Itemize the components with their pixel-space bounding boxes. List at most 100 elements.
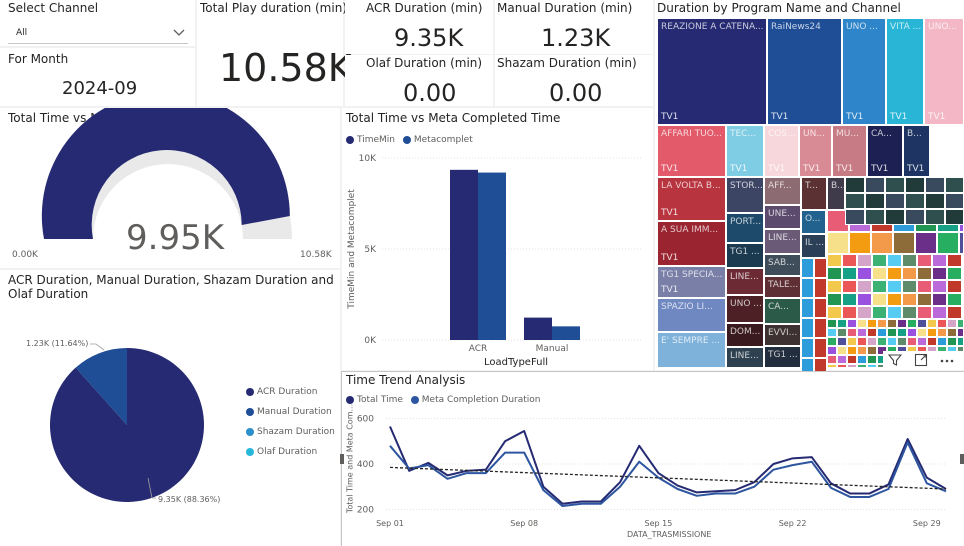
- treemap-tile[interactable]: CA...: [764, 298, 801, 324]
- trend-line-total-time[interactable]: [389, 426, 947, 505]
- treemap-small-tile[interactable]: [867, 364, 877, 368]
- treemap-small-tile[interactable]: [857, 355, 867, 364]
- treemap-small-tile[interactable]: [867, 355, 877, 364]
- treemap-small-tile[interactable]: [872, 254, 887, 267]
- treemap-tile[interactable]: AFF...: [764, 177, 801, 205]
- treemap-small-tile[interactable]: [871, 232, 893, 254]
- treemap-small-tile[interactable]: [917, 337, 927, 346]
- treemap-tile[interactable]: TG1 ...: [726, 243, 764, 268]
- treemap-tile[interactable]: PORT...: [726, 213, 764, 243]
- treemap-small-tile[interactable]: [945, 209, 964, 225]
- treemap-tile[interactable]: COS... TV1: [764, 125, 799, 177]
- pie-slice-acr[interactable]: [50, 348, 205, 502]
- treemap-tile[interactable]: UNO ...: [726, 295, 764, 323]
- treemap-small-tile[interactable]: [917, 319, 927, 328]
- treemap-small-tile[interactable]: [887, 280, 902, 293]
- treemap-small-tile[interactable]: [915, 232, 937, 254]
- treemap-small-tile[interactable]: [907, 319, 917, 328]
- treemap-small-tile[interactable]: [897, 337, 907, 346]
- treemap-small-tile[interactable]: [885, 209, 905, 225]
- treemap-small-tile[interactable]: [877, 319, 887, 328]
- treemap-tile[interactable]: MU... TV1: [832, 125, 867, 177]
- treemap-tile[interactable]: LINE...: [764, 229, 801, 254]
- treemap-small-tile[interactable]: [842, 254, 857, 267]
- filter-icon[interactable]: [888, 353, 902, 367]
- treemap-tile[interactable]: TG1 ...: [764, 346, 801, 368]
- treemap-small-tile[interactable]: [847, 337, 857, 346]
- legend-item-manual[interactable]: Manual Duration: [246, 407, 335, 427]
- treemap-small-tile[interactable]: [905, 193, 925, 209]
- treemap-small-tile[interactable]: [885, 193, 905, 209]
- treemap-small-tile[interactable]: [947, 337, 957, 346]
- treemap-small-tile[interactable]: [872, 306, 887, 319]
- treemap-small-tile[interactable]: [842, 280, 857, 293]
- treemap-small-tile[interactable]: [887, 267, 902, 280]
- treemap-small-tile[interactable]: [947, 267, 962, 280]
- treemap-small-tile[interactable]: [849, 232, 871, 254]
- treemap-small-tile[interactable]: [865, 209, 885, 225]
- treemap-small-tile[interactable]: [872, 293, 887, 306]
- treemap-tile[interactable]: LINE...: [726, 268, 764, 295]
- treemap-small-tile[interactable]: [927, 328, 937, 337]
- treemap-small-tile[interactable]: [937, 232, 959, 254]
- treemap-small-tile[interactable]: [905, 177, 925, 193]
- treemap-small-tile[interactable]: [925, 193, 945, 209]
- legend-item-acr[interactable]: ACR Duration: [246, 387, 335, 407]
- treemap-tile[interactable]: UN... TV1: [799, 125, 832, 177]
- treemap-small-tile[interactable]: [937, 319, 947, 328]
- treemap-small-tile[interactable]: [917, 254, 932, 267]
- treemap-small-tile[interactable]: [932, 254, 947, 267]
- treemap-small-tile[interactable]: [925, 177, 945, 193]
- treemap-small-tile[interactable]: [947, 254, 962, 267]
- treemap-small-tile[interactable]: [947, 280, 962, 293]
- treemap-small-tile[interactable]: [814, 318, 827, 338]
- treemap-small-tile[interactable]: [847, 346, 857, 355]
- treemap-small-tile[interactable]: [887, 328, 897, 337]
- treemap-tile[interactable]: RaiNews24 TV1: [767, 18, 842, 125]
- treemap-small-tile[interactable]: [857, 337, 867, 346]
- pie-slice-manual[interactable]: [75, 348, 127, 425]
- treemap-small-tile[interactable]: [814, 278, 827, 298]
- channel-dropdown[interactable]: All: [8, 24, 188, 44]
- treemap-small-tile[interactable]: [867, 319, 877, 328]
- treemap-small-tile[interactable]: [887, 319, 897, 328]
- treemap-small-tile[interactable]: [814, 258, 827, 278]
- treemap-small-tile[interactable]: [857, 254, 872, 267]
- treemap-small-tile[interactable]: [917, 280, 932, 293]
- treemap-small-tile[interactable]: [937, 337, 947, 346]
- treemap-tile[interactable]: UNE...: [764, 205, 801, 229]
- treemap-small-tile[interactable]: [857, 293, 872, 306]
- trend-legend-meta[interactable]: Meta Completion Duration: [421, 395, 541, 405]
- treemap-small-tile[interactable]: [947, 306, 962, 319]
- bar-manual-metacomplet[interactable]: [552, 326, 580, 340]
- treemap-small-tile[interactable]: [917, 267, 932, 280]
- treemap-tile[interactable]: SPAZIO LI...: [657, 298, 726, 332]
- treemap-small-tile[interactable]: [801, 338, 814, 358]
- treemap-small-tile[interactable]: [857, 346, 867, 355]
- treemap-small-tile[interactable]: [845, 209, 865, 225]
- treemap-small-tile[interactable]: [902, 306, 917, 319]
- treemap-tile[interactable]: E' SEMPRE ...: [657, 332, 726, 368]
- treemap-tile[interactable]: B... TV1: [903, 125, 930, 177]
- treemap-small-tile[interactable]: [827, 364, 837, 368]
- treemap-small-tile[interactable]: [857, 306, 872, 319]
- treemap-tile[interactable]: IL ...: [801, 234, 826, 258]
- treemap-small-tile[interactable]: [877, 346, 887, 355]
- treemap-small-tile[interactable]: [917, 328, 927, 337]
- treemap-small-tile[interactable]: [877, 328, 887, 337]
- treemap-small-tile[interactable]: [842, 267, 857, 280]
- treemap-small-tile[interactable]: [917, 293, 932, 306]
- treemap-small-tile[interactable]: [857, 319, 867, 328]
- treemap-small-tile[interactable]: [957, 337, 964, 346]
- focus-mode-icon[interactable]: [914, 353, 928, 367]
- treemap-small-tile[interactable]: [814, 298, 827, 318]
- trend-line-meta-completion[interactable]: [389, 441, 947, 508]
- treemap-small-tile[interactable]: [867, 328, 877, 337]
- treemap-small-tile[interactable]: [927, 319, 937, 328]
- treemap-small-tile[interactable]: [845, 177, 865, 193]
- treemap-small-tile[interactable]: [947, 319, 957, 328]
- treemap-small-tile[interactable]: [847, 364, 857, 368]
- treemap-tile[interactable]: TALE...: [764, 276, 801, 298]
- treemap-small-tile[interactable]: [837, 355, 847, 364]
- treemap-small-tile[interactable]: [932, 267, 947, 280]
